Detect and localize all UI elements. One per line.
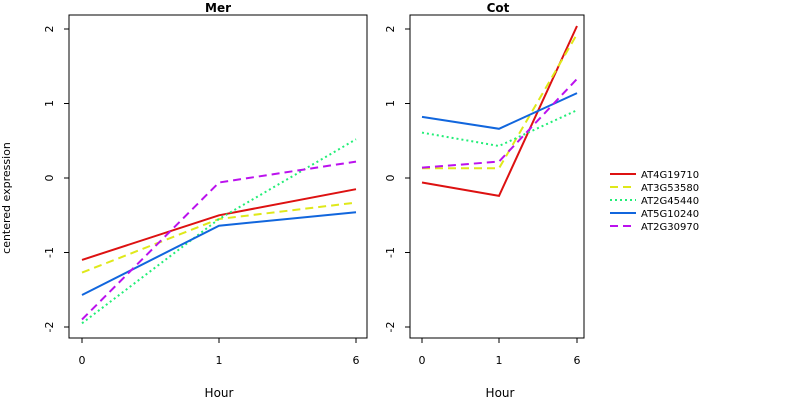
series-layer xyxy=(421,25,578,198)
x-tick-label: 0 xyxy=(419,354,426,367)
series-line-at4g19710 xyxy=(421,25,578,198)
x-tick-label: 1 xyxy=(216,354,223,367)
x-axis: 0 1 6 xyxy=(79,338,360,367)
y-tick-label: -1 xyxy=(43,247,56,258)
y-tick-label: -1 xyxy=(384,247,397,258)
x-tick-label: 6 xyxy=(353,354,360,367)
plot-frame xyxy=(409,14,585,339)
x-axis: 0 1 6 xyxy=(419,338,581,367)
series-line-at3g53580 xyxy=(422,33,578,170)
legend-label: AT5G10240 xyxy=(641,209,699,220)
legend-label: AT2G45440 xyxy=(641,196,699,207)
y-axis-label: centered expression xyxy=(0,142,13,254)
x-tick-label: 1 xyxy=(496,354,503,367)
series-line-at2g30970 xyxy=(421,78,578,169)
x-axis-label: Hour xyxy=(486,386,515,400)
panel-title: Mer xyxy=(205,1,231,15)
y-tick-label: 2 xyxy=(43,26,56,33)
legend: AT4G19710 AT3G53580 AT2G45440 AT5G10240 AT2G… xyxy=(610,170,699,233)
panel-mer: Mer -2 -1 0 1 2 0 1 6 Hour xyxy=(43,1,368,400)
legend-label: AT4G19710 xyxy=(641,170,699,181)
series-line-at3g53580 xyxy=(81,201,357,274)
series-layer xyxy=(81,138,357,325)
y-tick-label: 0 xyxy=(43,175,56,182)
y-tick-label: 0 xyxy=(384,175,397,182)
y-tick-label: -2 xyxy=(384,322,397,333)
panel-title: Cot xyxy=(487,1,510,15)
series-line-at4g19710 xyxy=(81,188,357,261)
y-tick-label: 1 xyxy=(43,100,56,107)
series-line-at2g45440 xyxy=(421,109,578,148)
series-line-at5g10240 xyxy=(421,92,578,130)
y-tick-label: 2 xyxy=(384,26,397,33)
panel-cot: Cot -2 -1 0 1 2 0 1 6 Hour xyxy=(384,1,585,400)
legend-label: AT3G53580 xyxy=(641,183,699,194)
plot-frame xyxy=(68,14,368,339)
x-tick-label: 0 xyxy=(79,354,86,367)
x-axis-label: Hour xyxy=(205,386,234,400)
legend-label: AT2G30970 xyxy=(641,222,699,233)
series-line-at5g10240 xyxy=(81,211,357,296)
x-tick-label: 6 xyxy=(574,354,581,367)
y-tick-label: -2 xyxy=(43,322,56,333)
y-tick-label: 1 xyxy=(384,100,397,107)
y-axis: -2 -1 0 1 2 xyxy=(43,26,69,333)
series-line-at2g30970 xyxy=(81,160,357,321)
y-axis: -2 -1 0 1 2 xyxy=(384,26,410,333)
